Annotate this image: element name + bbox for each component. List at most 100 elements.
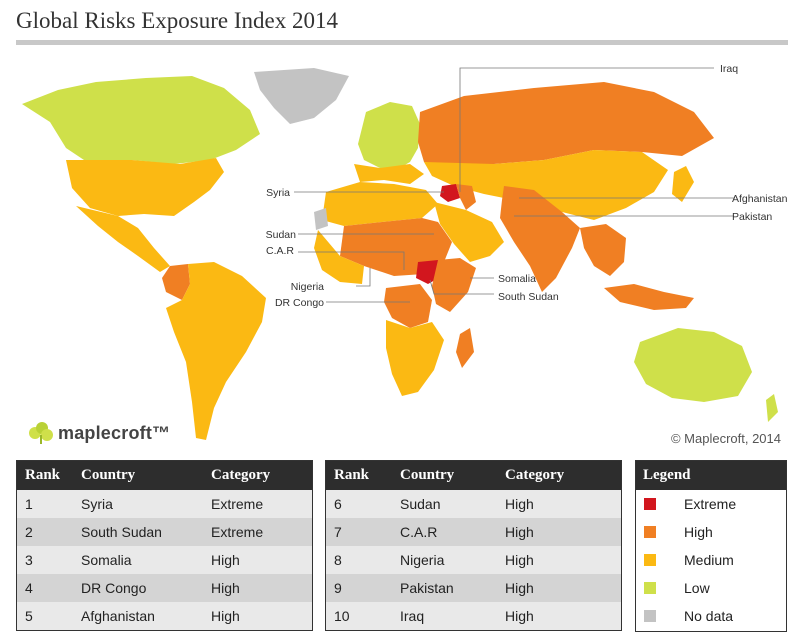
region-new-zealand (766, 394, 778, 422)
cell-rank: 3 (25, 552, 33, 568)
header-category: Category (505, 467, 565, 483)
legend-title: Legend (636, 461, 786, 490)
legend-label: Low (684, 580, 710, 596)
label-drcongo: DR Congo (275, 297, 324, 309)
cell-country: C.A.R (400, 524, 438, 540)
region-west-africa (314, 230, 364, 284)
cell-rank: 8 (334, 552, 342, 568)
region-indonesia (604, 284, 694, 310)
region-asia-central (424, 150, 668, 220)
cell-country: Nigeria (400, 552, 445, 568)
ranking-table-top-5: Rank Country Category 1 Syria Extreme 2 … (16, 460, 313, 631)
legend-swatch (644, 526, 656, 538)
leader-car (298, 251, 405, 270)
table-row: 6 Sudan High (326, 490, 621, 518)
label-south-sudan: South Sudan (498, 291, 559, 303)
region-western-sahara (314, 208, 328, 230)
cell-category: High (211, 608, 240, 624)
maplecroft-logo: maplecroft™ (28, 421, 170, 445)
header-country: Country (81, 467, 136, 483)
legend: Legend Extreme High Medium Low No data (635, 460, 787, 632)
region-colombia (162, 264, 190, 300)
cell-country: DR Congo (81, 580, 147, 596)
table-header: Rank Country Category (17, 461, 312, 490)
maple-leaf-icon (29, 422, 53, 444)
legend-swatch (644, 582, 656, 594)
region-middle-east (434, 202, 504, 262)
table-row: 8 Nigeria High (326, 546, 621, 574)
label-car: C.A.R (266, 245, 294, 257)
label-nigeria: Nigeria (291, 281, 324, 293)
table-row: 7 C.A.R High (326, 518, 621, 546)
legend-item-medium: Medium (636, 546, 786, 574)
cell-country: Sudan (400, 496, 441, 512)
label-pakistan: Pakistan (732, 211, 772, 223)
cell-category: High (505, 552, 534, 568)
label-sudan: Sudan (266, 229, 297, 241)
table-header: Rank Country Category (326, 461, 621, 490)
region-greenland (254, 68, 349, 124)
leader-southsudan (429, 279, 494, 295)
legend-label: Medium (684, 552, 734, 568)
region-southern-africa (386, 320, 444, 396)
ranking-table-6-10: Rank Country Category 6 Sudan High 7 C.A… (325, 460, 622, 631)
cell-country: Syria (81, 496, 113, 512)
legend-swatch (644, 610, 656, 622)
region-japan (672, 166, 694, 202)
cell-category: High (211, 580, 240, 596)
cell-category: High (505, 496, 534, 512)
cell-rank: 9 (334, 580, 342, 596)
legend-label: High (684, 524, 713, 540)
region-southern-europe (354, 164, 424, 184)
region-madagascar (456, 328, 474, 368)
region-syria (440, 184, 460, 202)
table-row: 5 Afghanistan High (17, 602, 312, 630)
legend-swatch (644, 498, 656, 510)
label-somalia: Somalia (498, 273, 536, 285)
header-country: Country (400, 467, 455, 483)
title-divider (16, 40, 788, 45)
cell-rank: 2 (25, 524, 33, 540)
label-syria: Syria (266, 187, 290, 199)
cell-category: High (505, 608, 534, 624)
region-iraq (456, 184, 476, 210)
cell-category: High (211, 552, 240, 568)
region-north-africa (322, 182, 438, 226)
cell-country: Pakistan (400, 580, 454, 596)
table-row: 9 Pakistan High (326, 574, 621, 602)
region-usa (66, 158, 224, 216)
cell-category: High (505, 524, 534, 540)
legend-swatch (644, 554, 656, 566)
cell-rank: 6 (334, 496, 342, 512)
legend-item-high: High (636, 518, 786, 546)
label-iraq: Iraq (720, 63, 738, 75)
region-southeast-asia (580, 224, 626, 276)
cell-rank: 1 (25, 496, 33, 512)
table-row: 2 South Sudan Extreme (17, 518, 312, 546)
region-east-africa (432, 258, 476, 312)
region-dr-congo (384, 284, 432, 328)
region-south-asia (500, 186, 580, 292)
legend-item-no-data: No data (636, 602, 786, 630)
cell-country: Somalia (81, 552, 132, 568)
page-title: Global Risks Exposure Index 2014 (16, 8, 338, 33)
cell-country: Iraq (400, 608, 425, 624)
region-south-america (166, 262, 266, 440)
legend-label: Extreme (684, 496, 737, 512)
cell-category: Extreme (211, 496, 264, 512)
region-russia (418, 82, 714, 166)
copyright-text: © Maplecroft, 2014 (670, 431, 781, 446)
table-row: 4 DR Congo High (17, 574, 312, 602)
region-central-america (76, 206, 170, 272)
logo-text: maplecroft™ (58, 422, 171, 443)
label-afghanistan: Afghanistan (732, 193, 788, 205)
legend-item-low: Low (636, 574, 786, 602)
cell-category: Extreme (211, 524, 264, 540)
table-row: 1 Syria Extreme (17, 490, 312, 518)
table-row: 10 Iraq High (326, 602, 621, 630)
table-row: 3 Somalia High (17, 546, 312, 574)
header-rank: Rank (25, 467, 61, 483)
legend-item-extreme: Extreme (636, 490, 786, 518)
cell-country: Afghanistan (81, 608, 155, 624)
cell-rank: 7 (334, 524, 342, 540)
